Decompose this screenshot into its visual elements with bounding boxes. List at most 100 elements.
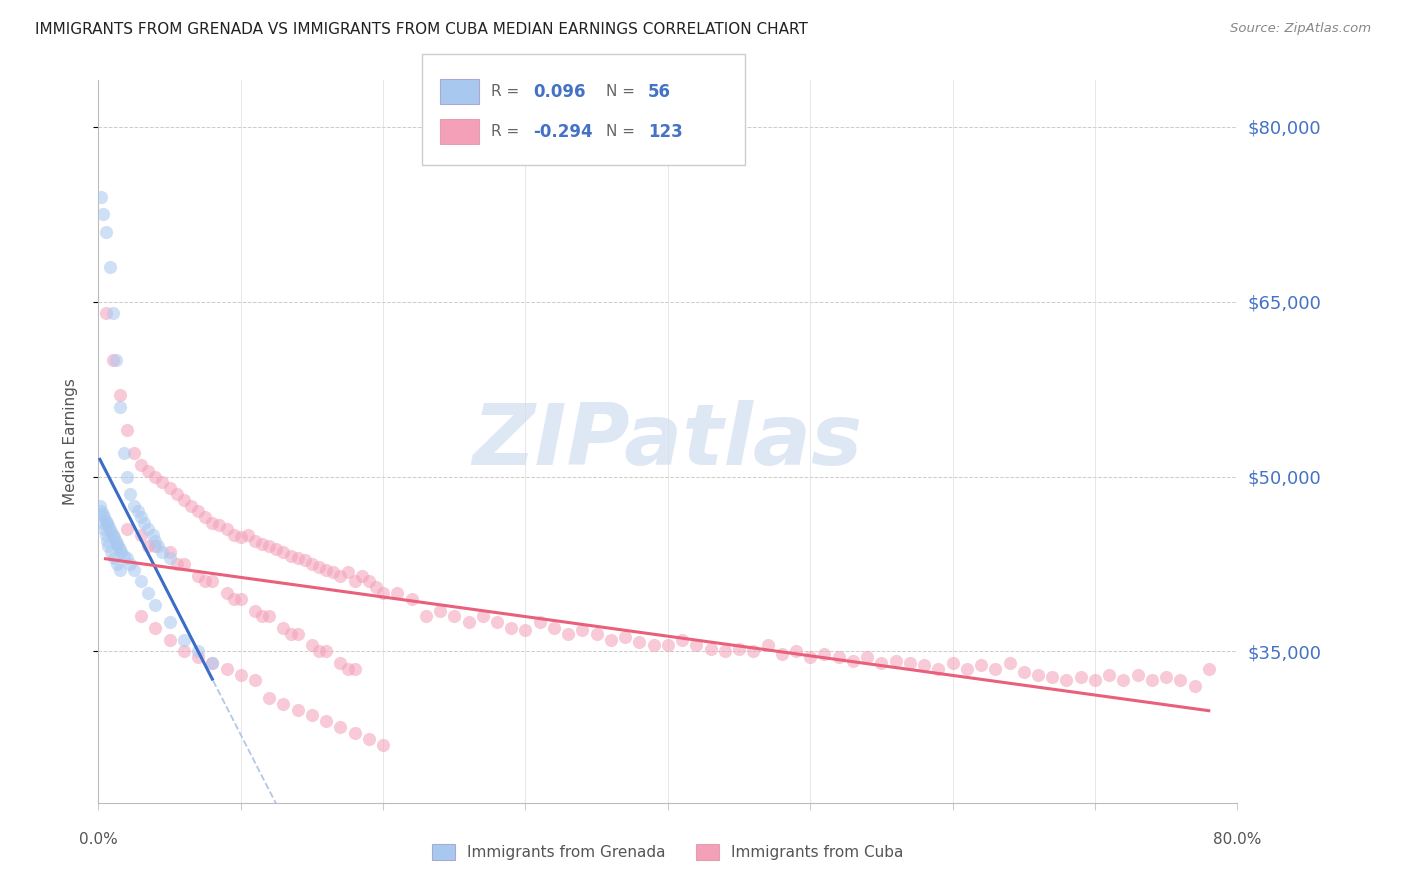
Point <box>956 662 979 676</box>
Text: 0.096: 0.096 <box>533 83 585 101</box>
Point <box>141 528 163 542</box>
Point <box>343 726 366 740</box>
Point <box>148 540 170 554</box>
Point <box>1140 673 1163 688</box>
Text: 56: 56 <box>648 83 671 101</box>
Point <box>699 642 721 657</box>
Point <box>97 518 120 533</box>
Text: -0.294: -0.294 <box>533 123 592 141</box>
Point <box>159 551 181 566</box>
Point <box>685 639 707 653</box>
Point <box>371 586 394 600</box>
Point <box>329 568 352 582</box>
Point <box>1184 679 1206 693</box>
Point <box>942 656 965 670</box>
Point <box>122 499 145 513</box>
Point <box>215 662 238 676</box>
Point <box>107 540 129 554</box>
Point <box>187 504 209 518</box>
Point <box>94 514 117 528</box>
Point <box>429 603 451 617</box>
Point <box>259 540 281 554</box>
Point <box>101 306 124 320</box>
Point <box>585 627 607 641</box>
Point <box>1084 673 1107 688</box>
Point <box>336 565 359 579</box>
Point <box>243 533 266 548</box>
Point <box>122 563 145 577</box>
Point <box>159 615 181 630</box>
Point <box>152 475 174 490</box>
Point <box>1098 667 1121 681</box>
Point <box>927 662 949 676</box>
Point <box>94 528 117 542</box>
Point <box>101 528 124 542</box>
Point <box>129 528 152 542</box>
Point <box>129 574 152 589</box>
Point <box>136 522 159 536</box>
Point <box>229 591 252 606</box>
Point <box>194 574 217 589</box>
Point <box>336 662 359 676</box>
Point <box>215 586 238 600</box>
Point <box>215 522 238 536</box>
Point <box>105 537 128 551</box>
Point <box>194 510 217 524</box>
Point <box>222 591 245 606</box>
Point <box>94 225 117 239</box>
Point <box>884 654 907 668</box>
Point <box>315 563 337 577</box>
Point <box>515 624 537 638</box>
Point <box>118 487 141 501</box>
Point <box>343 662 366 676</box>
Point <box>329 720 352 734</box>
Point <box>250 609 273 624</box>
Point <box>301 557 323 571</box>
Point <box>201 574 224 589</box>
Point <box>350 568 373 582</box>
Point <box>243 673 266 688</box>
Point <box>970 658 993 673</box>
Point <box>96 533 118 548</box>
Point <box>173 492 195 507</box>
Point <box>1012 665 1035 680</box>
Point <box>486 615 509 630</box>
Point <box>1170 673 1192 688</box>
Text: 80.0%: 80.0% <box>1213 832 1261 847</box>
Point <box>129 609 152 624</box>
Point <box>103 530 125 544</box>
Point <box>1040 670 1063 684</box>
Point <box>201 656 224 670</box>
Point <box>898 656 921 670</box>
Point <box>187 568 209 582</box>
Point <box>714 644 737 658</box>
Point <box>180 499 202 513</box>
Point <box>122 446 145 460</box>
Point <box>364 580 387 594</box>
Point <box>90 504 112 518</box>
Point <box>243 603 266 617</box>
Point <box>415 609 437 624</box>
Point <box>294 553 316 567</box>
Point <box>112 446 135 460</box>
Point <box>287 551 309 566</box>
Point <box>91 516 114 530</box>
Point <box>90 190 112 204</box>
Point <box>1198 662 1220 676</box>
Text: Source: ZipAtlas.com: Source: ZipAtlas.com <box>1230 22 1371 36</box>
Point <box>136 540 159 554</box>
Point <box>280 549 302 563</box>
Point <box>280 627 302 641</box>
Point <box>984 662 1007 676</box>
Point <box>145 621 167 635</box>
Point <box>108 400 131 414</box>
Point <box>287 627 309 641</box>
Point <box>856 650 879 665</box>
Point <box>870 656 893 670</box>
Point <box>501 621 523 635</box>
Point <box>110 545 132 559</box>
Point <box>118 557 141 571</box>
Point <box>1112 673 1135 688</box>
Point <box>329 656 352 670</box>
Point <box>89 499 111 513</box>
